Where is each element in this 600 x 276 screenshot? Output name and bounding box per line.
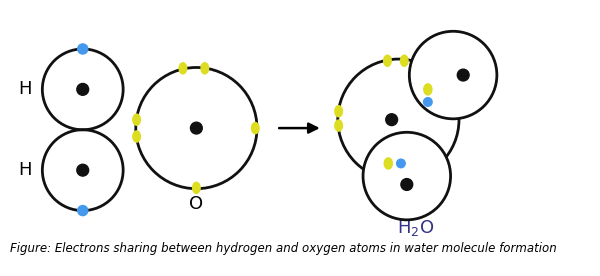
- Circle shape: [190, 122, 202, 134]
- Ellipse shape: [193, 182, 200, 193]
- Circle shape: [77, 83, 89, 95]
- Circle shape: [338, 59, 459, 180]
- Circle shape: [397, 159, 405, 168]
- Text: H: H: [18, 161, 31, 179]
- Circle shape: [401, 179, 413, 190]
- Ellipse shape: [133, 114, 140, 125]
- Circle shape: [77, 206, 88, 216]
- Circle shape: [77, 164, 89, 176]
- Text: Figure: Electrons sharing between hydrogen and oxygen atoms in water molecule fo: Figure: Electrons sharing between hydrog…: [10, 242, 556, 255]
- Circle shape: [457, 69, 469, 81]
- Text: H: H: [18, 80, 31, 98]
- Circle shape: [386, 114, 398, 126]
- Ellipse shape: [201, 63, 209, 74]
- Ellipse shape: [335, 106, 343, 117]
- Ellipse shape: [179, 63, 187, 74]
- Circle shape: [77, 44, 88, 54]
- Circle shape: [363, 132, 451, 220]
- Ellipse shape: [335, 120, 343, 131]
- Ellipse shape: [383, 55, 391, 66]
- Circle shape: [409, 31, 497, 119]
- Ellipse shape: [400, 55, 408, 66]
- Ellipse shape: [133, 131, 140, 142]
- Text: H$_2$O: H$_2$O: [397, 218, 434, 238]
- Text: O: O: [190, 195, 203, 213]
- Circle shape: [424, 98, 432, 106]
- Ellipse shape: [251, 123, 259, 134]
- Ellipse shape: [424, 84, 432, 95]
- Ellipse shape: [384, 158, 392, 169]
